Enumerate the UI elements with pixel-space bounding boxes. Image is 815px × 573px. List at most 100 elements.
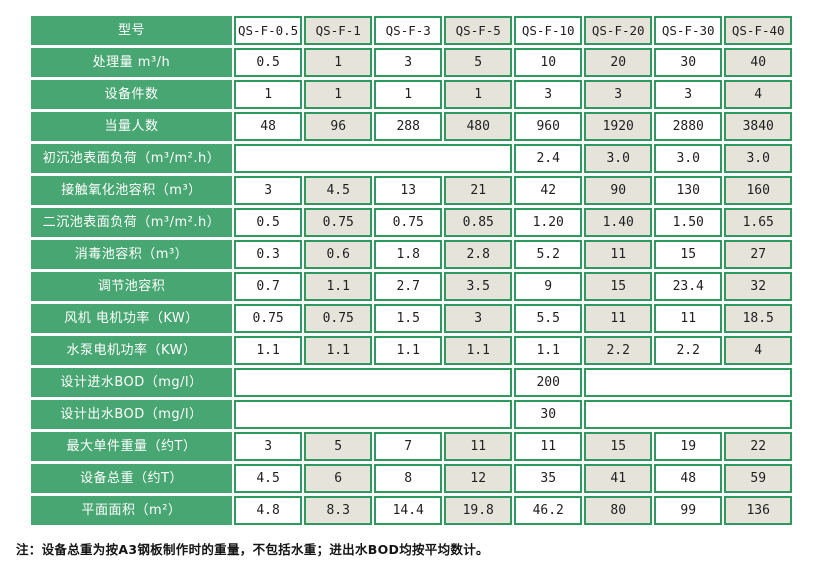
- value-cell: 9: [514, 272, 583, 301]
- value-cell: 3.0: [654, 144, 723, 173]
- model-header-cell: QS-F-20: [584, 16, 653, 45]
- value-cell: 4: [724, 80, 793, 109]
- value-cell: 3.0: [724, 144, 793, 173]
- value-cell: 13: [374, 176, 443, 205]
- value-cell: 1.20: [514, 208, 583, 237]
- table-row: 接触氧化池容积（m³） 3 4.5 13 21 42 90 130 160: [31, 176, 793, 205]
- value-cell: 5.5: [514, 304, 583, 333]
- value-cell: 99: [654, 496, 723, 525]
- value-cell: 3: [514, 80, 583, 109]
- table-row: 设计进水BOD（mg/l） 200: [31, 368, 793, 397]
- value-cell: 3: [584, 80, 653, 109]
- value-cell: 11: [584, 304, 653, 333]
- value-cell: 1.1: [234, 336, 303, 365]
- table-row: 二沉池表面负荷（m³/m².h） 0.5 0.75 0.75 0.85 1.20…: [31, 208, 793, 237]
- value-cell: 1.1: [374, 336, 443, 365]
- value-cell: 2.2: [584, 336, 653, 365]
- value-cell: 0.75: [304, 208, 373, 237]
- model-header-cell: QS-F-10: [514, 16, 583, 45]
- value-cell: 0.3: [234, 240, 303, 269]
- value-cell: 5.2: [514, 240, 583, 269]
- value-cell: 3: [234, 176, 303, 205]
- value-cell: 15: [584, 432, 653, 461]
- model-header-cell: QS-F-1: [304, 16, 373, 45]
- value-cell: 5: [444, 48, 513, 77]
- value-cell: 3.0: [584, 144, 653, 173]
- row-label-cell: 初沉池表面负荷（m³/m².h）: [31, 144, 232, 173]
- table-row: 设备件数 1 1 1 1 3 3 3 4: [31, 80, 793, 109]
- value-cell: 1.1: [304, 272, 373, 301]
- empty-merged-cell: [234, 144, 513, 173]
- row-label-cell: 当量人数: [31, 112, 232, 141]
- value-cell: 1.1: [304, 336, 373, 365]
- value-cell: 11: [654, 304, 723, 333]
- table-row: 风机 电机功率（KW） 0.75 0.75 1.5 3 5.5 11 11 18…: [31, 304, 793, 333]
- value-cell: 0.75: [234, 304, 303, 333]
- row-label-cell: 调节池容积: [31, 272, 232, 301]
- value-cell: 2.7: [374, 272, 443, 301]
- empty-merged-cell: [234, 400, 513, 429]
- value-cell: 2.8: [444, 240, 513, 269]
- value-cell: 1: [444, 80, 513, 109]
- value-cell: 1: [234, 80, 303, 109]
- value-cell: 3: [374, 48, 443, 77]
- value-cell: 2880: [654, 112, 723, 141]
- table-row: 当量人数 48 96 288 480 960 1920 2880 3840: [31, 112, 793, 141]
- value-cell: 1: [304, 80, 373, 109]
- value-cell: 42: [514, 176, 583, 205]
- row-label-cell: 处理量 m³/h: [31, 48, 232, 77]
- row-label-cell: 设计进水BOD（mg/l）: [31, 368, 232, 397]
- value-cell: 4.8: [234, 496, 303, 525]
- value-cell: 1.1: [514, 336, 583, 365]
- value-cell: 8.3: [304, 496, 373, 525]
- model-header-cell: QS-F-3: [374, 16, 443, 45]
- table-row: 最大单件重量（约T） 3 5 7 11 11 15 19 22: [31, 432, 793, 461]
- value-cell: 1.8: [374, 240, 443, 269]
- table-row: 平面面积（m²） 4.8 8.3 14.4 19.8 46.2 80 99 13…: [31, 496, 793, 525]
- value-cell: 2.4: [514, 144, 583, 173]
- value-cell: 10: [514, 48, 583, 77]
- value-cell: 4: [724, 336, 793, 365]
- value-cell: 18.5: [724, 304, 793, 333]
- table-row: 初沉池表面负荷（m³/m².h） 2.4 3.0 3.0 3.0: [31, 144, 793, 173]
- model-header-cell: QS-F-30: [654, 16, 723, 45]
- value-cell: 11: [444, 432, 513, 461]
- table-row: 处理量 m³/h 0.5 1 3 5 10 20 30 40: [31, 48, 793, 77]
- row-label-cell: 设备总重（约T）: [31, 464, 232, 493]
- value-cell: 200: [514, 368, 583, 397]
- row-label-cell: 平面面积（m²）: [31, 496, 232, 525]
- value-cell: 30: [654, 48, 723, 77]
- value-cell: 5: [304, 432, 373, 461]
- value-cell: 48: [234, 112, 303, 141]
- value-cell: 20: [584, 48, 653, 77]
- row-label-cell: 风机 电机功率（KW）: [31, 304, 232, 333]
- value-cell: 12: [444, 464, 513, 493]
- empty-merged-cell: [234, 368, 513, 397]
- value-cell: 0.85: [444, 208, 513, 237]
- empty-merged-cell: [584, 400, 793, 429]
- value-cell: 1.1: [444, 336, 513, 365]
- value-cell: 136: [724, 496, 793, 525]
- value-cell: 6: [304, 464, 373, 493]
- value-cell: 960: [514, 112, 583, 141]
- value-cell: 1.50: [654, 208, 723, 237]
- value-cell: 0.5: [234, 208, 303, 237]
- value-cell: 14.4: [374, 496, 443, 525]
- value-cell: 0.75: [304, 304, 373, 333]
- table-row: 设备总重（约T） 4.5 6 8 12 35 41 48 59: [31, 464, 793, 493]
- value-cell: 11: [584, 240, 653, 269]
- row-label-cell: 二沉池表面负荷（m³/m².h）: [31, 208, 232, 237]
- value-cell: 46.2: [514, 496, 583, 525]
- value-cell: 15: [654, 240, 723, 269]
- value-cell: 1: [374, 80, 443, 109]
- empty-merged-cell: [584, 368, 793, 397]
- spec-table: 型号 QS-F-0.5 QS-F-1 QS-F-3 QS-F-5 QS-F-10…: [29, 13, 794, 528]
- value-cell: 27: [724, 240, 793, 269]
- value-cell: 160: [724, 176, 793, 205]
- table-row: 调节池容积 0.7 1.1 2.7 3.5 9 15 23.4 32: [31, 272, 793, 301]
- value-cell: 3.5: [444, 272, 513, 301]
- value-cell: 59: [724, 464, 793, 493]
- value-cell: 480: [444, 112, 513, 141]
- value-cell: 0.6: [304, 240, 373, 269]
